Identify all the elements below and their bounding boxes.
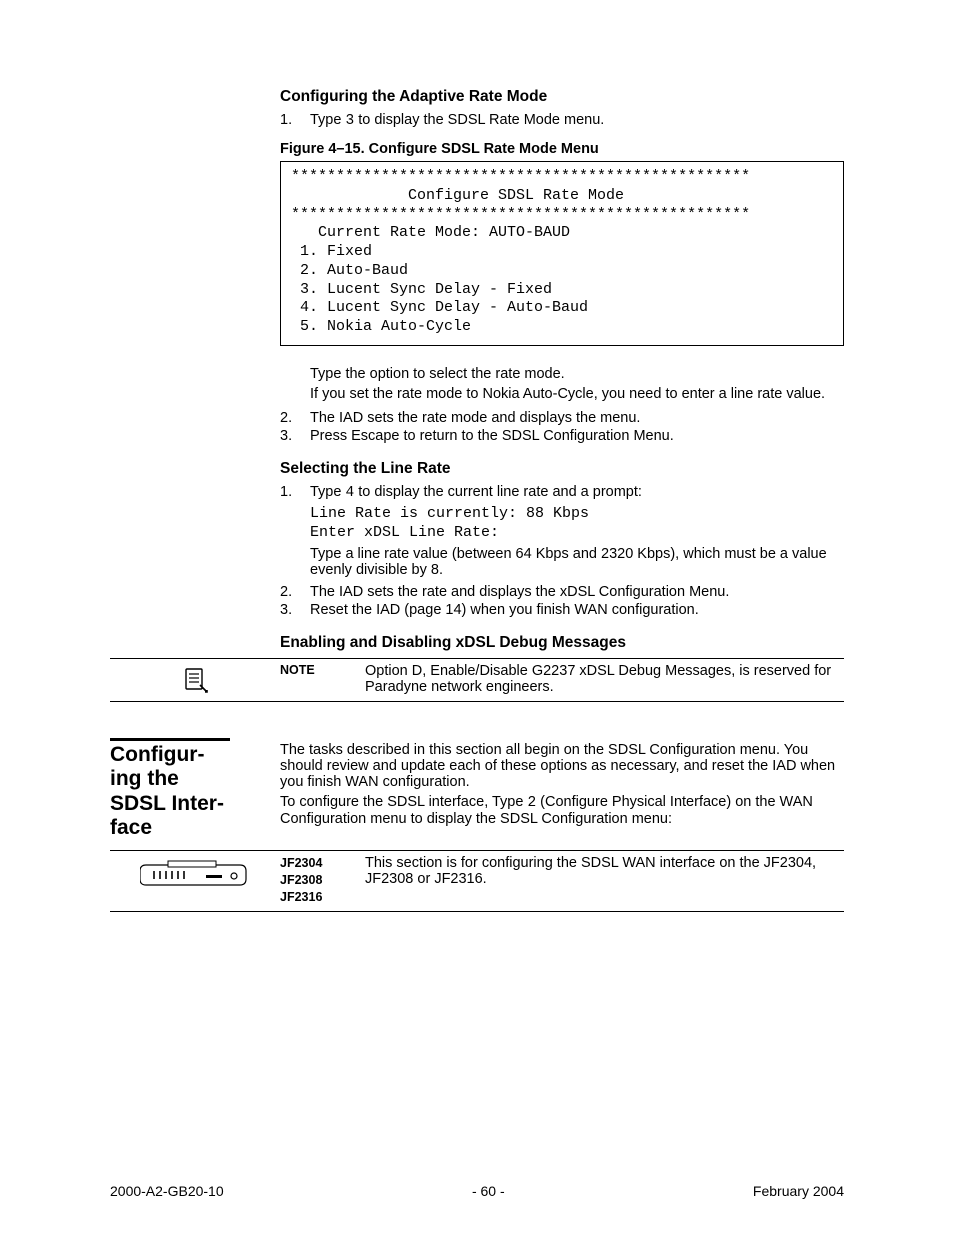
text: If you set the rate mode to Nokia Auto-C… (310, 386, 844, 402)
list-item: 3. Reset the IAD (page 14) when you fini… (280, 602, 844, 618)
device-block: JF2304 JF2308 JF2316 This section is for… (110, 850, 844, 913)
text: Type a line rate value (between 64 Kbps … (310, 546, 844, 578)
note-icon (180, 665, 210, 695)
footer-center: - 60 - (472, 1183, 505, 1199)
key-literal: 2 (527, 795, 536, 811)
key-literal: 4 (345, 485, 354, 501)
footer-left: 2000-A2-GB20-10 (110, 1183, 224, 1199)
footer-right: February 2004 (753, 1183, 844, 1199)
terminal-inline: Line Rate is currently: 88 Kbps Enter xD… (310, 505, 844, 543)
list-number: 3. (280, 602, 310, 618)
text: to display the SDSL Rate Mode menu. (354, 112, 604, 128)
section-side-heading: Configur-ing theSDSL Inter-face (110, 738, 280, 840)
device-models: JF2304 JF2308 JF2316 (280, 855, 365, 906)
list-body: Type 4 to display the current line rate … (310, 484, 844, 583)
device-icon-cell (110, 855, 280, 906)
text: The tasks described in this section all … (280, 742, 844, 790)
main-content: Configuring the Adaptive Rate Mode 1. Ty… (280, 88, 844, 912)
text: to display the current line rate and a p… (354, 484, 642, 500)
note-label: NOTE (280, 663, 365, 695)
figure-caption: Figure 4–15. Configure SDSL Rate Mode Me… (280, 141, 844, 157)
heading-line-rate: Selecting the Line Rate (280, 460, 844, 478)
text: Type (310, 484, 345, 500)
list-number: 1. (280, 484, 310, 583)
list-body: The IAD sets the rate and displays the x… (310, 584, 844, 600)
list-item: 2. The IAD sets the rate and displays th… (280, 584, 844, 600)
list-body: Press Escape to return to the SDSL Confi… (310, 428, 844, 444)
text: Type (310, 112, 345, 128)
text: Type the option to select the rate mode. (310, 366, 844, 382)
text: To configure the SDSL interface, Type 2 … (280, 794, 844, 827)
list-item: 1. Type 3 to display the SDSL Rate Mode … (280, 112, 844, 129)
ordered-list: 1. Type 4 to display the current line ra… (280, 484, 844, 619)
list-body: The IAD sets the rate mode and displays … (310, 410, 844, 426)
ordered-list: 1. Type 3 to display the SDSL Rate Mode … (280, 112, 844, 129)
note-icon-cell (110, 663, 280, 695)
section-body: The tasks described in this section all … (280, 738, 844, 840)
paragraph-block: Type the option to select the rate mode.… (310, 366, 844, 402)
list-number: 2. (280, 584, 310, 600)
text: To configure the SDSL interface, Type (280, 794, 527, 810)
heading-adaptive-rate: Configuring the Adaptive Rate Mode (280, 88, 844, 106)
section-row: Configur-ing theSDSL Inter-face The task… (110, 738, 844, 840)
note-block: NOTE Option D, Enable/Disable G2237 xDSL… (110, 658, 844, 702)
heading-sdsl-interface: Configur-ing theSDSL Inter-face (110, 743, 262, 840)
heading-rule (110, 738, 230, 741)
list-body: Reset the IAD (page 14) when you finish … (310, 602, 844, 618)
text: Configur-ing theSDSL Inter-face (110, 743, 224, 838)
list-number: 2. (280, 410, 310, 426)
list-body: Type 3 to display the SDSL Rate Mode men… (310, 112, 844, 129)
heading-debug: Enabling and Disabling xDSL Debug Messag… (280, 634, 844, 652)
list-item: 1. Type 4 to display the current line ra… (280, 484, 844, 583)
page: Configuring the Adaptive Rate Mode 1. Ty… (0, 0, 954, 1235)
note-body: Option D, Enable/Disable G2237 xDSL Debu… (365, 663, 844, 695)
ordered-list: 2. The IAD sets the rate mode and displa… (280, 410, 844, 444)
key-literal: 3 (345, 113, 354, 129)
list-item: 2. The IAD sets the rate mode and displa… (280, 410, 844, 426)
device-icon (140, 857, 250, 889)
list-number: 1. (280, 112, 310, 129)
list-item: 3. Press Escape to return to the SDSL Co… (280, 428, 844, 444)
page-footer: 2000-A2-GB20-10 - 60 - February 2004 (110, 1183, 844, 1199)
list-number: 3. (280, 428, 310, 444)
device-body: This section is for configuring the SDSL… (365, 855, 844, 906)
terminal-output: ****************************************… (280, 161, 844, 346)
